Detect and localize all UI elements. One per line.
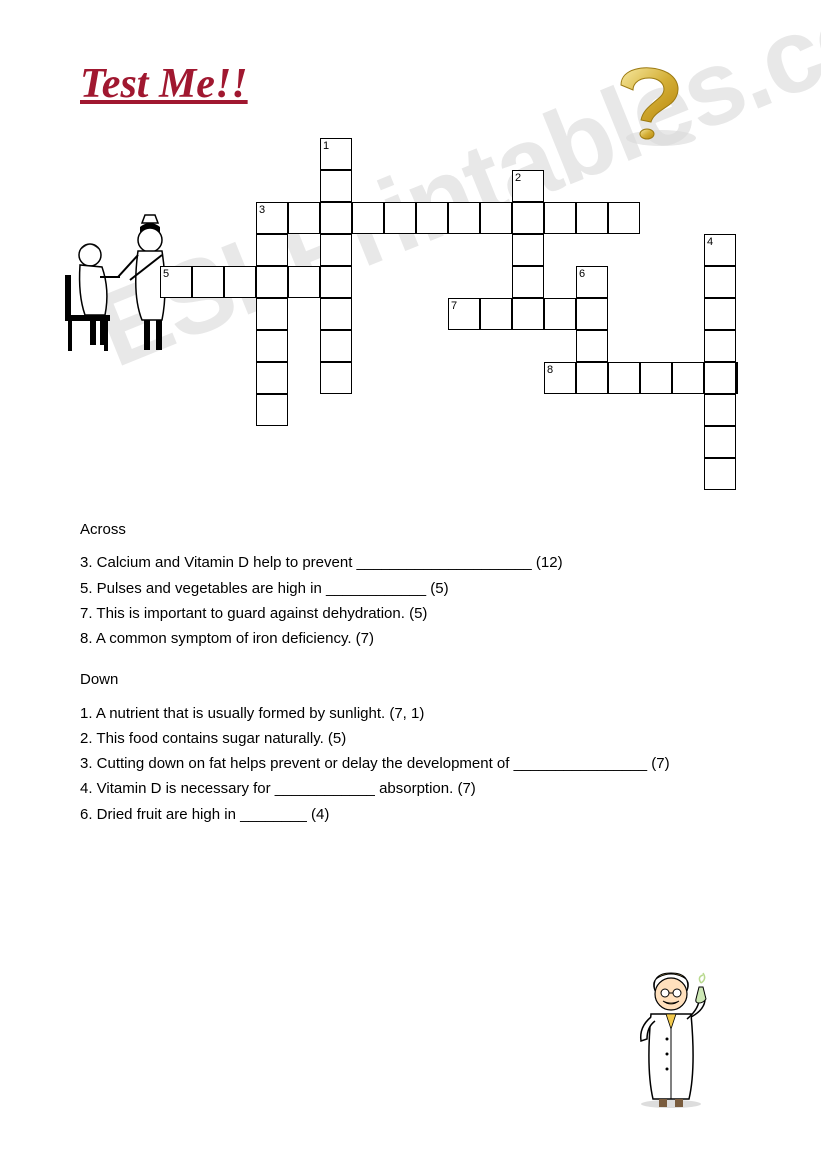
crossword-cell[interactable]	[352, 202, 384, 234]
crossword-cell[interactable]	[192, 266, 224, 298]
crossword-cell[interactable]	[736, 362, 738, 394]
cell-number: 1	[323, 140, 329, 152]
crossword-cell[interactable]	[608, 202, 640, 234]
scientist-illustration	[611, 959, 731, 1109]
crossword-cell[interactable]	[512, 266, 544, 298]
crossword-cell[interactable]: 2	[512, 170, 544, 202]
crossword-cell[interactable]	[384, 202, 416, 234]
across-clue: 3. Calcium and Vitamin D help to prevent…	[80, 551, 741, 574]
crossword-cell[interactable]	[576, 298, 608, 330]
down-heading: Down	[80, 668, 741, 691]
crossword-cell[interactable]	[320, 170, 352, 202]
down-clue: 4. Vitamin D is necessary for __________…	[80, 777, 741, 800]
across-clue: 7. This is important to guard against de…	[80, 602, 741, 625]
crossword-cell[interactable]	[256, 298, 288, 330]
across-clue: 8. A common symptom of iron deficiency. …	[80, 627, 741, 650]
crossword-cell[interactable]	[704, 426, 736, 458]
crossword-cell[interactable]	[288, 202, 320, 234]
crossword-cell[interactable]	[320, 298, 352, 330]
crossword-cell[interactable]: 7	[448, 298, 480, 330]
crossword-cell[interactable]	[480, 298, 512, 330]
crossword-cell[interactable]	[256, 330, 288, 362]
crossword-cell[interactable]	[320, 362, 352, 394]
crossword-cell[interactable]	[704, 330, 736, 362]
down-clue: 2. This food contains sugar naturally. (…	[80, 727, 741, 750]
crossword-cell[interactable]	[320, 234, 352, 266]
crossword-cell[interactable]	[416, 202, 448, 234]
cell-number: 8	[547, 364, 553, 376]
crossword-cell[interactable]: 8	[544, 362, 576, 394]
cell-number: 3	[259, 204, 265, 216]
down-clue: 1. A nutrient that is usually formed by …	[80, 702, 741, 725]
crossword-cell[interactable]	[512, 298, 544, 330]
crossword-cell[interactable]	[704, 458, 736, 490]
crossword-cell[interactable]	[544, 202, 576, 234]
cell-number: 6	[579, 268, 585, 280]
crossword-cell[interactable]	[256, 234, 288, 266]
crossword-cell[interactable]	[608, 362, 640, 394]
down-clue: 3. Cutting down on fat helps prevent or …	[80, 752, 741, 775]
crossword-cell[interactable]	[576, 330, 608, 362]
crossword-cell[interactable]	[224, 266, 256, 298]
crossword-cell[interactable]: 5	[160, 266, 192, 298]
crossword-cell[interactable]: 1	[320, 138, 352, 170]
crossword-cell[interactable]	[512, 202, 544, 234]
crossword-cell[interactable]	[256, 266, 288, 298]
page: ESLPrintables.com Test Me!!	[0, 0, 821, 1169]
crossword-cell[interactable]: 3	[256, 202, 288, 234]
clues-section: Across 3. Calcium and Vitamin D help to …	[80, 518, 741, 826]
crossword-cell[interactable]	[704, 362, 736, 394]
crossword-cell[interactable]	[320, 330, 352, 362]
across-clue: 5. Pulses and vegetables are high in ___…	[80, 577, 741, 600]
cell-number: 4	[707, 236, 713, 248]
crossword-cell[interactable]	[256, 362, 288, 394]
crossword-cell[interactable]	[704, 394, 736, 426]
crossword-cell[interactable]	[576, 362, 608, 394]
cell-number: 5	[163, 268, 169, 280]
crossword-grid: 1 2 3 4 5 6 7 8	[160, 138, 741, 498]
crossword-cell[interactable]: 4	[704, 234, 736, 266]
cell-number: 7	[451, 300, 457, 312]
crossword-cell[interactable]	[704, 298, 736, 330]
crossword-cell[interactable]	[320, 202, 352, 234]
crossword-cell[interactable]: 6	[576, 266, 608, 298]
crossword-cell[interactable]	[704, 266, 736, 298]
crossword-cell[interactable]	[672, 362, 704, 394]
crossword-cell[interactable]	[576, 202, 608, 234]
crossword-cell[interactable]	[288, 266, 320, 298]
crossword-cell[interactable]	[544, 298, 576, 330]
crossword-cell[interactable]	[256, 394, 288, 426]
crossword-cell[interactable]	[640, 362, 672, 394]
crossword-cell[interactable]	[448, 202, 480, 234]
question-mark-icon	[591, 60, 711, 150]
down-clue: 6. Dried fruit are high in ________ (4)	[80, 803, 741, 826]
crossword-cell[interactable]	[320, 266, 352, 298]
crossword-cell[interactable]	[480, 202, 512, 234]
crossword-cell[interactable]	[512, 234, 544, 266]
across-heading: Across	[80, 518, 741, 541]
cell-number: 2	[515, 172, 521, 184]
